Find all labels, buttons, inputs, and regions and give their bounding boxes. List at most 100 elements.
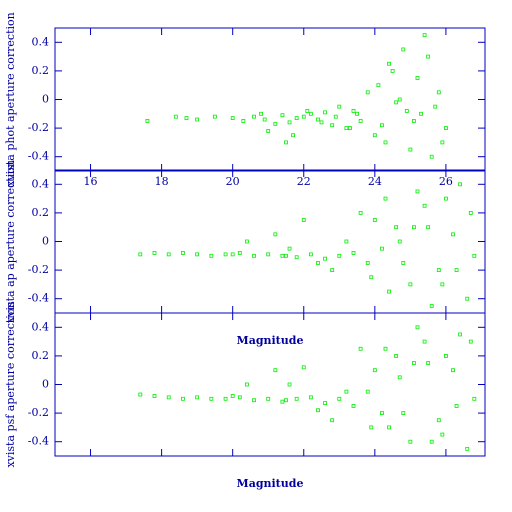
x-axis-label: Magnitude — [237, 477, 304, 490]
point — [369, 275, 374, 280]
point — [444, 196, 448, 201]
point — [344, 126, 349, 130]
point — [372, 368, 377, 373]
point — [397, 97, 402, 102]
point — [383, 196, 388, 201]
point — [213, 114, 217, 119]
point — [436, 90, 441, 95]
point — [294, 396, 299, 401]
point — [181, 396, 185, 401]
point — [145, 119, 150, 123]
y-tick-label: -0.4 — [28, 292, 49, 305]
point — [209, 396, 214, 401]
point — [380, 123, 384, 128]
point — [284, 253, 288, 258]
point — [472, 396, 477, 401]
point — [355, 111, 359, 116]
y-tick-label: -0.4 — [28, 435, 49, 448]
point — [412, 361, 416, 365]
point — [209, 253, 214, 258]
point — [287, 120, 292, 125]
point — [308, 395, 313, 400]
point — [394, 353, 399, 358]
point — [365, 90, 370, 95]
y-tick-label: -0.2 — [28, 121, 49, 134]
y-tick-label: 0 — [42, 378, 49, 391]
x-axis-label: Magnitude — [237, 334, 304, 347]
point — [284, 140, 288, 145]
point — [451, 368, 455, 373]
point — [252, 253, 256, 258]
point — [330, 123, 335, 128]
point — [152, 394, 157, 398]
point — [397, 375, 402, 380]
point — [408, 439, 413, 444]
point — [429, 439, 434, 444]
point — [372, 133, 377, 138]
point — [426, 361, 431, 365]
point — [408, 282, 413, 287]
point — [458, 182, 463, 187]
y-tick-label: -0.2 — [28, 406, 49, 419]
point — [280, 399, 285, 404]
point — [252, 114, 256, 119]
point — [436, 268, 441, 273]
point — [195, 117, 200, 122]
point — [337, 104, 342, 109]
point — [440, 282, 445, 287]
point — [422, 203, 427, 208]
point — [230, 252, 235, 257]
point — [323, 401, 327, 405]
y-tick-label: 0.4 — [32, 35, 50, 48]
point — [372, 218, 377, 222]
point — [241, 119, 246, 123]
point — [344, 389, 349, 394]
point — [252, 398, 256, 403]
point — [166, 252, 171, 257]
point — [383, 140, 388, 145]
x-tick-label: 16 — [84, 175, 98, 188]
point — [454, 404, 459, 408]
point — [287, 382, 292, 387]
point — [333, 114, 338, 119]
point — [429, 303, 434, 308]
y-tick-label: 0.2 — [32, 206, 50, 219]
point — [458, 332, 463, 337]
point — [344, 239, 349, 244]
point — [266, 396, 271, 401]
point — [426, 54, 431, 59]
point — [245, 239, 249, 244]
point — [454, 268, 459, 273]
point — [383, 346, 388, 351]
point — [358, 346, 363, 351]
plot-frame — [54, 27, 486, 172]
point — [387, 425, 391, 430]
point — [230, 394, 235, 398]
point — [273, 368, 278, 373]
point — [433, 104, 438, 109]
point — [351, 404, 356, 408]
y-tick-label: 0 — [42, 235, 49, 248]
point — [337, 396, 342, 401]
point — [369, 425, 374, 430]
point — [351, 109, 356, 113]
point — [195, 252, 200, 257]
point — [223, 252, 228, 257]
y-tick-label: 0.4 — [32, 177, 50, 190]
point — [138, 252, 143, 257]
point — [301, 114, 306, 119]
point — [397, 239, 402, 244]
plot-frame — [54, 169, 486, 314]
point — [415, 76, 420, 80]
point — [351, 251, 356, 255]
point — [181, 251, 185, 255]
point — [468, 210, 473, 215]
point — [316, 408, 320, 413]
point — [365, 261, 370, 265]
point — [348, 126, 352, 130]
point — [308, 252, 313, 257]
point — [426, 225, 431, 230]
point — [401, 411, 406, 416]
point — [404, 109, 409, 113]
